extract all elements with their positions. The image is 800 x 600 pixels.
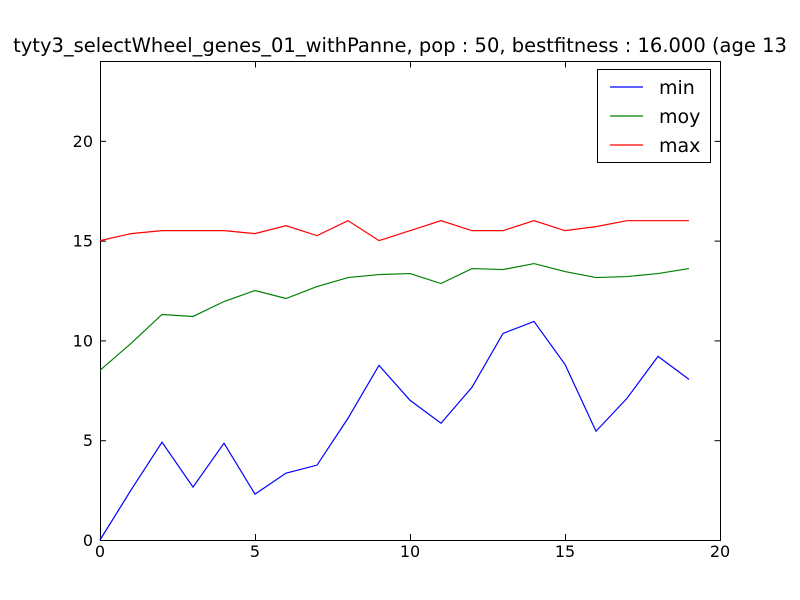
x-tick-label: 20 <box>710 542 730 561</box>
chart-title: tyty3_selectWheel_genes_01_withPanne, po… <box>13 34 787 57</box>
y-tick-label: 10 <box>73 331 93 350</box>
y-tick-label: 5 <box>83 431 93 450</box>
series-line-moy <box>99 262 690 371</box>
x-tick-label: 0 <box>95 542 105 561</box>
series-line-min <box>99 320 690 541</box>
y-tick-label: 0 <box>83 531 93 550</box>
y-tick-label: 20 <box>73 132 93 151</box>
x-tick-label: 15 <box>555 542 575 561</box>
tick-labels: 0 5 10 15 20 0 5 10 15 20 <box>73 132 731 561</box>
x-tick-label: 10 <box>400 542 420 561</box>
legend-label-max: max <box>659 135 700 157</box>
series-line-max <box>99 219 689 242</box>
x-tick-label: 5 <box>250 542 260 561</box>
y-tick-label: 15 <box>73 232 93 251</box>
series-lines <box>99 219 690 541</box>
legend-label-min: min <box>659 77 695 99</box>
legend: min moy max <box>597 69 711 163</box>
axis-ticks <box>100 61 721 541</box>
legend-label-moy: moy <box>659 106 700 128</box>
